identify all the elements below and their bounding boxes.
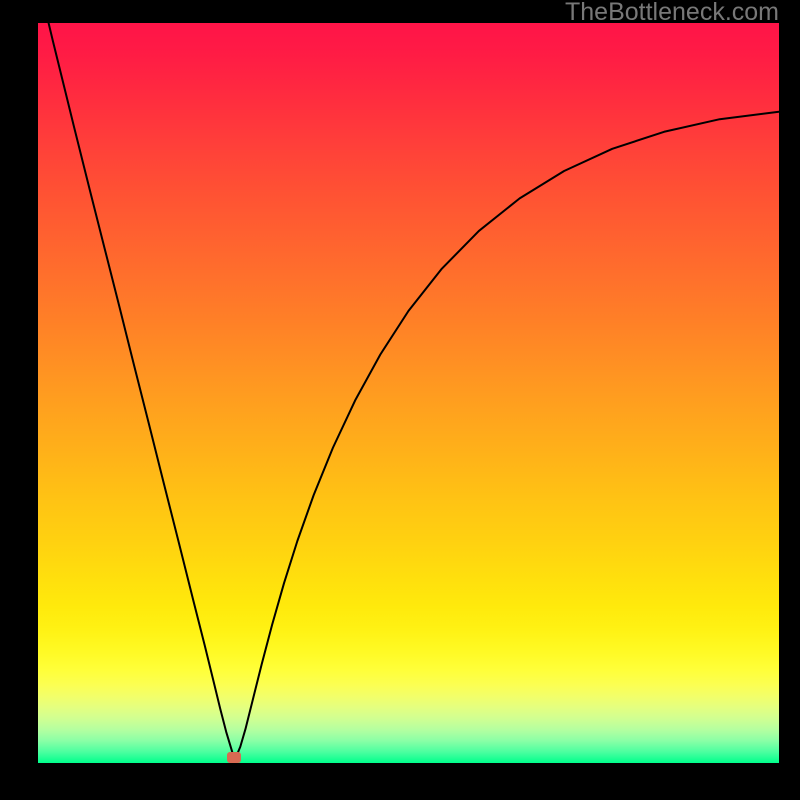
bottleneck-curve: [38, 23, 779, 763]
plot-area: [38, 23, 779, 763]
watermark-text: TheBottleneck.com: [565, 0, 779, 27]
chart-frame: TheBottleneck.com: [0, 0, 800, 800]
curve-minimum-marker: [227, 752, 241, 763]
